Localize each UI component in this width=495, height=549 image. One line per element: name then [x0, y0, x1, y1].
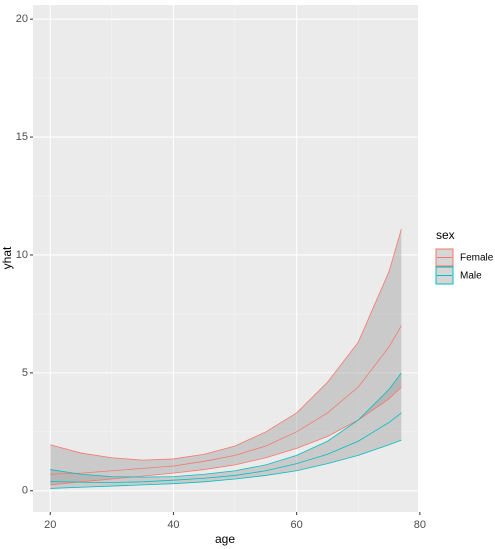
x-tick-label: 80 — [414, 519, 426, 531]
confidence-ribbon — [50, 372, 402, 489]
x-tick-label: 20 — [44, 519, 56, 531]
y-tick-label: 0 — [22, 485, 28, 497]
fit-line — [50, 412, 402, 483]
legend-label: Male — [460, 271, 482, 282]
ribbon-edge — [50, 228, 402, 461]
x-tick-label: 60 — [291, 519, 303, 531]
panel — [33, 5, 418, 512]
x-axis-title: age — [215, 532, 235, 546]
legend-title: sex — [436, 228, 455, 242]
fit-line — [50, 325, 402, 475]
y-tick-label: 20 — [16, 13, 28, 25]
y-tick-label: 15 — [16, 131, 28, 143]
confidence-ribbon — [50, 229, 402, 485]
x-tick-label: 40 — [167, 519, 179, 531]
ribbon-edge — [50, 439, 402, 489]
y-tick-label: 10 — [16, 249, 28, 261]
y-axis-title: yhat — [0, 246, 14, 269]
legend-label: Female — [460, 253, 494, 264]
y-tick-label: 5 — [22, 367, 28, 379]
ribbon-edge — [50, 372, 402, 478]
